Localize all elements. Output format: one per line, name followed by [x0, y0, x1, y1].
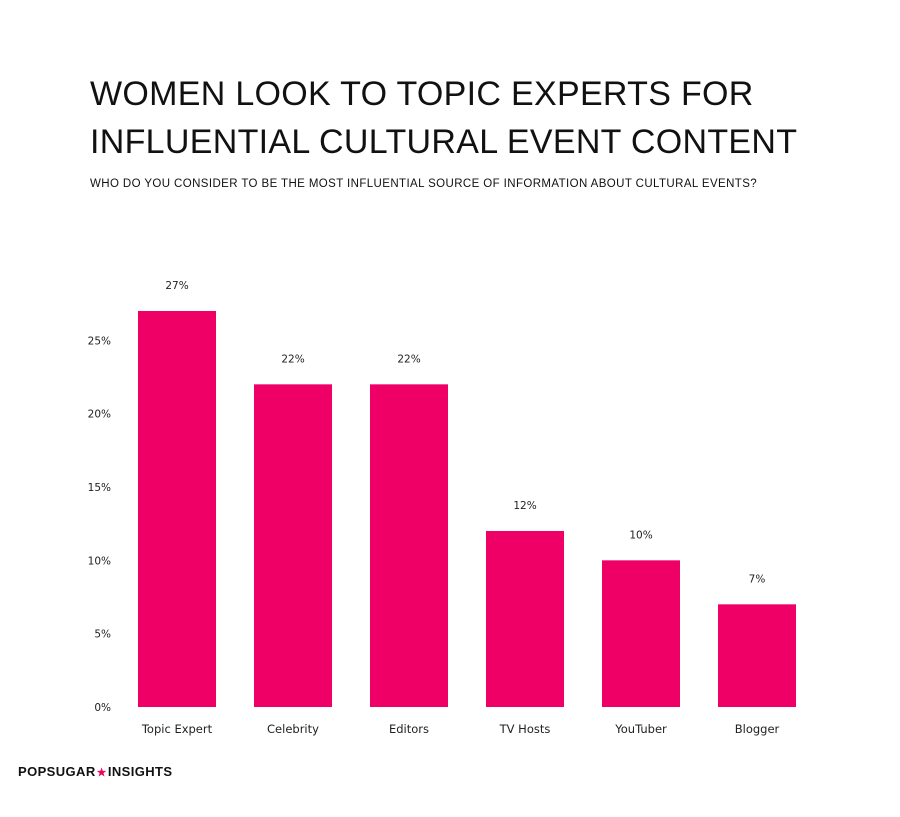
x-tick-label: Celebrity [267, 722, 319, 736]
bar-value-label: 10% [629, 529, 652, 541]
chart-title-line-1: WOMEN LOOK TO TOPIC EXPERTS FOR [90, 75, 754, 113]
bar-value-label: 22% [281, 353, 304, 365]
brand-suffix: INSIGHTS [107, 764, 173, 779]
y-tick-label: 0% [94, 702, 111, 714]
chart-subtitle: WHO DO YOU CONSIDER TO BE THE MOST INFLU… [90, 178, 758, 190]
star-icon: ★ [96, 767, 107, 779]
y-axis: 0% 5% 10% 15% 20% 25% [88, 335, 111, 714]
bar-celebrity [254, 384, 332, 707]
x-tick-label: Blogger [735, 722, 780, 736]
y-tick-label: 25% [88, 335, 111, 347]
bar-blogger [718, 604, 796, 707]
y-tick-label: 15% [88, 482, 111, 494]
x-tick-label: Topic Expert [141, 722, 213, 736]
x-axis: Topic Expert Celebrity Editors TV Hosts YouT… [141, 722, 780, 736]
bar-value-label: 12% [513, 500, 536, 512]
bar-editors [370, 384, 448, 707]
popsugar-insights-logo: POPSUGAR★INSIGHTS [18, 764, 172, 779]
bars [138, 311, 796, 707]
x-tick-label: Editors [389, 722, 429, 736]
bar-youtuber [602, 560, 680, 707]
y-tick-label: 10% [88, 555, 111, 567]
brand-name: POPSUGAR [18, 764, 96, 779]
y-tick-label: 20% [88, 409, 111, 421]
chart-title: WOMEN LOOK TO TOPIC EXPERTS FOR INFLUENT… [90, 70, 870, 166]
bar-value-label: 27% [165, 280, 188, 292]
value-labels: 27% 22% 22% 12% 10% 7% [165, 280, 765, 585]
bar-value-label: 22% [397, 353, 420, 365]
bar-value-label: 7% [749, 573, 766, 585]
y-tick-label: 5% [94, 629, 111, 641]
bar-topic-expert [138, 311, 216, 707]
x-tick-label: YouTuber [614, 722, 667, 736]
x-tick-label: TV Hosts [499, 722, 551, 736]
bar-tv-hosts [486, 531, 564, 707]
chart-title-line-2: INFLUENTIAL CULTURAL EVENT CONTENT [90, 123, 798, 161]
